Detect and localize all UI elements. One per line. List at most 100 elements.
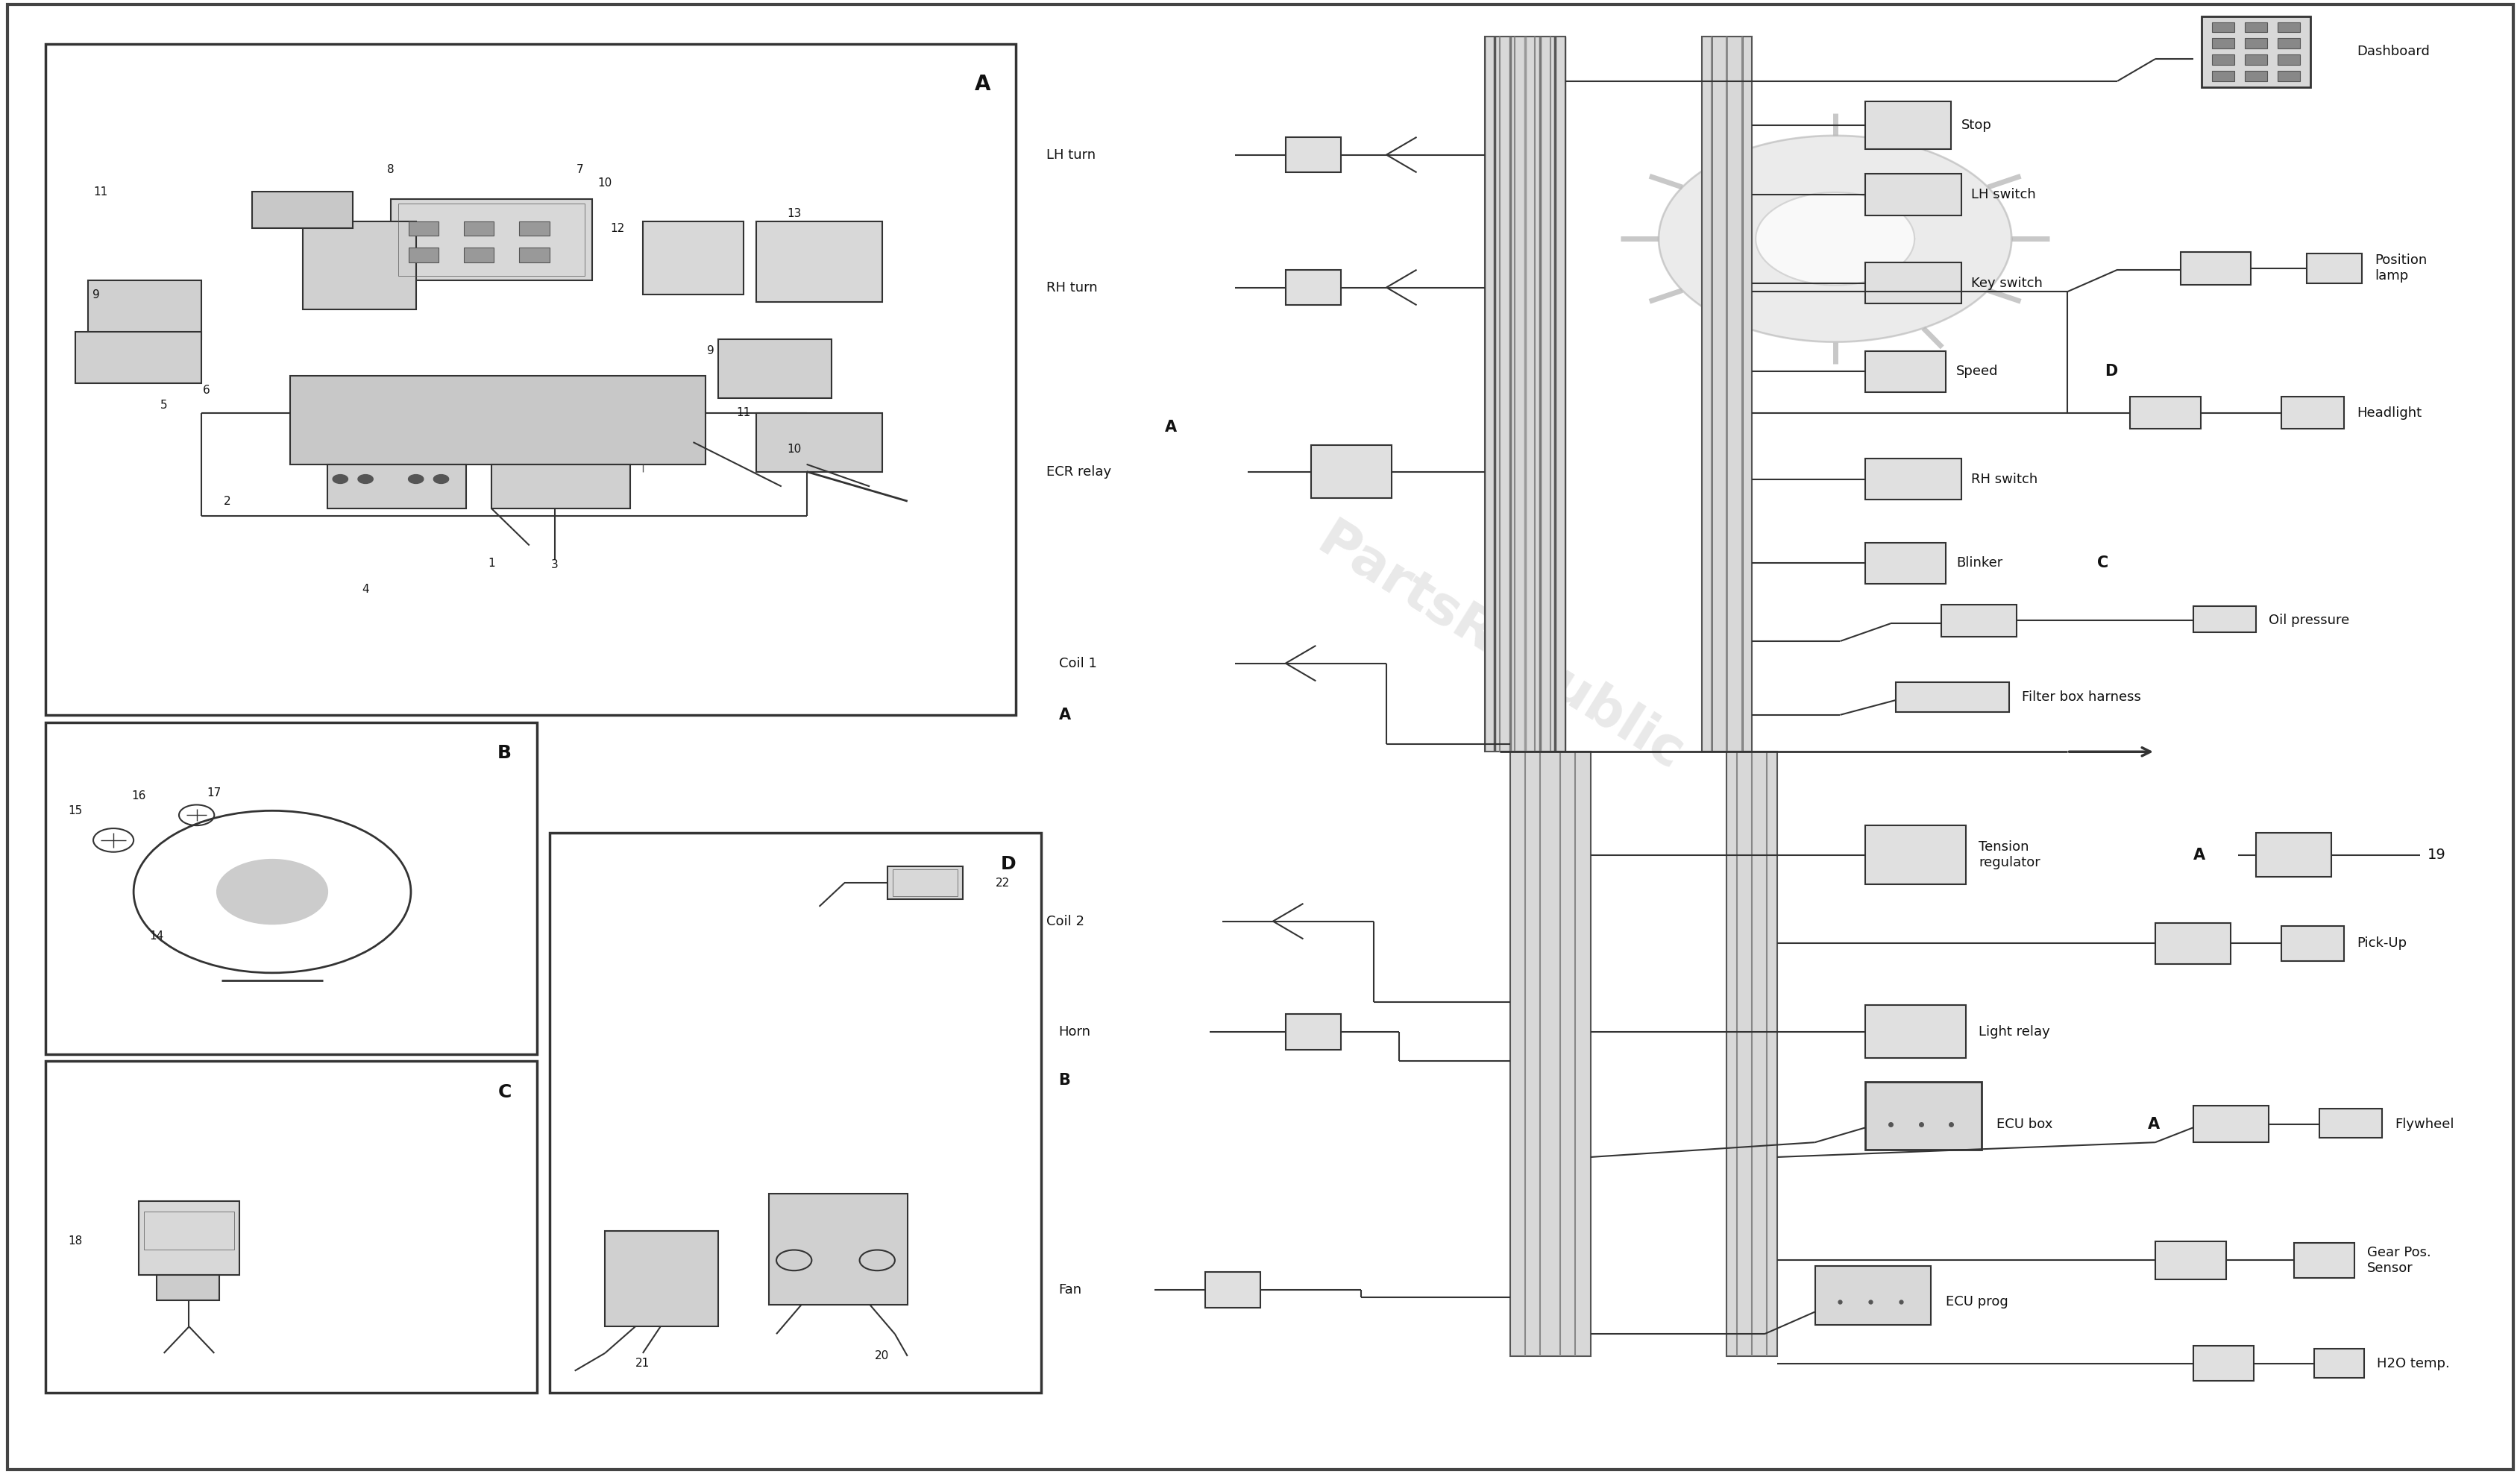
Text: 22: 22 (995, 877, 1011, 889)
Bar (464, 221, 494, 236)
Text: 9: 9 (93, 289, 98, 301)
Bar (45, 722, 537, 1054)
Bar (2278, 38, 2301, 49)
Bar (2202, 16, 2311, 87)
Bar (2281, 926, 2344, 961)
Bar (139, 1201, 239, 1275)
Bar (408, 248, 438, 262)
Bar (2281, 397, 2344, 429)
Bar (2255, 833, 2331, 877)
Text: 10: 10 (597, 177, 612, 189)
Bar (1701, 37, 1751, 752)
Text: Blinker: Blinker (1956, 556, 2001, 570)
Bar (1895, 682, 2008, 712)
Text: 13: 13 (786, 208, 801, 220)
Text: PartsRepublic: PartsRepublic (1308, 514, 1691, 783)
Bar (605, 1231, 718, 1327)
Bar (2245, 22, 2268, 32)
Text: Flywheel: Flywheel (2394, 1117, 2454, 1132)
Bar (1814, 1266, 1930, 1325)
Text: RH turn: RH turn (1046, 280, 1096, 295)
Text: 17: 17 (207, 787, 222, 799)
Bar (1865, 825, 1966, 884)
Circle shape (333, 475, 348, 483)
Bar (2213, 22, 2235, 32)
Bar (408, 221, 438, 236)
Bar (2245, 55, 2268, 65)
Text: Headlight: Headlight (2356, 405, 2422, 420)
Bar (144, 1212, 234, 1250)
Text: Stop: Stop (1961, 118, 1991, 133)
Text: Fan: Fan (1058, 1282, 1081, 1297)
Text: A: A (2147, 1117, 2160, 1132)
Text: A: A (1164, 420, 1177, 435)
Bar (45, 44, 1016, 715)
Text: 10: 10 (786, 444, 801, 455)
Bar (2278, 71, 2301, 81)
Text: Pick-Up: Pick-Up (2356, 936, 2407, 951)
Text: 1: 1 (489, 557, 494, 569)
Circle shape (217, 859, 328, 924)
Bar (491, 464, 630, 509)
Circle shape (408, 475, 423, 483)
Text: 7: 7 (577, 164, 582, 175)
Bar (328, 464, 466, 509)
Bar (2192, 606, 2255, 632)
Text: B: B (1058, 1073, 1071, 1088)
Text: 14: 14 (149, 930, 164, 942)
Text: 3: 3 (552, 559, 557, 570)
Text: 20: 20 (874, 1350, 890, 1362)
Text: C: C (2097, 556, 2109, 570)
Text: Filter box harness: Filter box harness (2021, 690, 2139, 705)
Text: C: C (499, 1083, 512, 1101)
Bar (2306, 254, 2361, 283)
Bar (1205, 1272, 1260, 1307)
Bar (2245, 71, 2268, 81)
Text: Key switch: Key switch (1971, 276, 2041, 290)
Bar (391, 199, 592, 280)
Bar (2192, 1106, 2268, 1142)
Text: 19: 19 (2427, 848, 2444, 862)
Text: 4: 4 (363, 584, 368, 595)
Bar (2213, 55, 2235, 65)
Text: D: D (1000, 855, 1016, 873)
Bar (2213, 71, 2235, 81)
Text: B: B (496, 744, 512, 762)
Bar (1310, 445, 1391, 498)
Text: 8: 8 (388, 164, 393, 175)
Text: 18: 18 (68, 1235, 83, 1247)
Bar (2192, 1346, 2253, 1381)
Bar (769, 1194, 907, 1304)
Text: 5: 5 (161, 399, 166, 411)
Bar (1865, 542, 1945, 584)
Bar (718, 339, 832, 398)
Bar (1509, 752, 1590, 1356)
Circle shape (433, 475, 449, 483)
Bar (2155, 923, 2230, 964)
Polygon shape (1658, 136, 2011, 342)
Text: Light relay: Light relay (1978, 1024, 2049, 1039)
Bar (1484, 37, 1565, 752)
Bar (519, 221, 549, 236)
Bar (2293, 1243, 2354, 1278)
Bar (1285, 270, 1341, 305)
Text: 9: 9 (708, 345, 713, 357)
Bar (2278, 55, 2301, 65)
Text: Coil 2: Coil 2 (1046, 914, 1084, 929)
Text: 12: 12 (610, 223, 625, 234)
Bar (1865, 174, 1961, 215)
Text: ECR relay: ECR relay (1046, 464, 1111, 479)
Text: Dashboard: Dashboard (2356, 44, 2429, 59)
Bar (1865, 351, 1945, 392)
Bar (2213, 38, 2235, 49)
Bar (76, 332, 202, 383)
Bar (398, 203, 585, 276)
Bar (1865, 458, 1961, 500)
Text: 11: 11 (93, 186, 108, 198)
Text: D: D (2104, 364, 2117, 379)
Text: LH switch: LH switch (1971, 187, 2036, 202)
Bar (1865, 262, 1961, 304)
Bar (290, 376, 706, 464)
Bar (1865, 102, 1950, 149)
Text: A: A (1058, 708, 1071, 722)
